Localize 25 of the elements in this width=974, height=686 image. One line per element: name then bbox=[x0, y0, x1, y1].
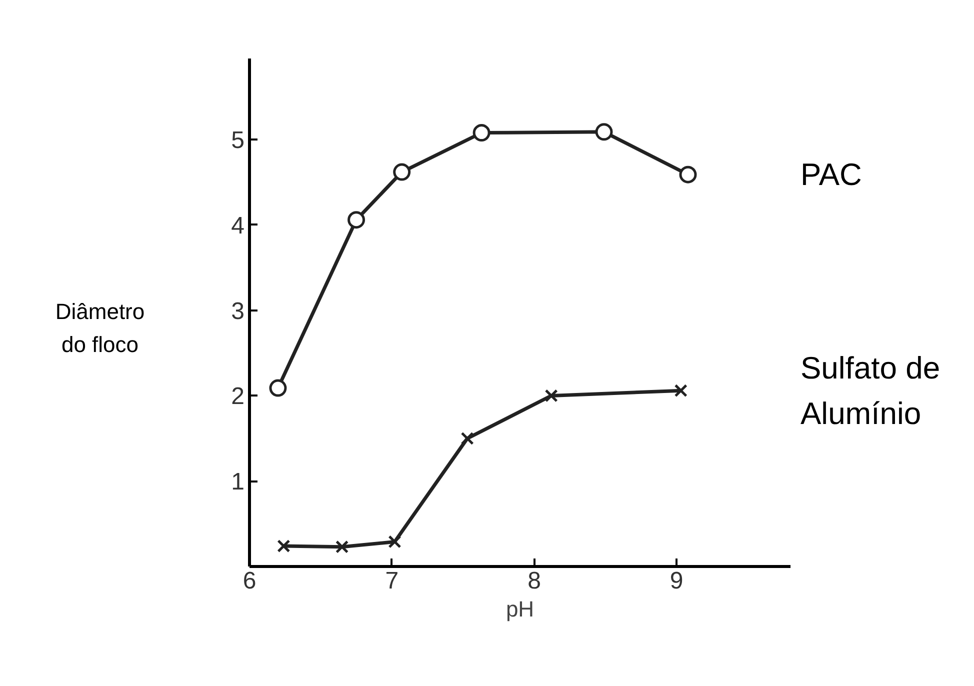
point bbox=[679, 166, 697, 184]
x-tick-label: 7 bbox=[385, 568, 399, 594]
point bbox=[674, 384, 688, 398]
x-axis-title: pH bbox=[506, 596, 534, 622]
point bbox=[388, 535, 402, 548]
text: Sulfato de Alumínio bbox=[800, 350, 940, 431]
point bbox=[269, 379, 287, 397]
point bbox=[335, 540, 349, 554]
point bbox=[460, 432, 474, 445]
y-axis-title: Diâmetro do floco bbox=[55, 298, 145, 359]
x-tick-label: 8 bbox=[528, 568, 541, 594]
point bbox=[595, 123, 613, 141]
y-tick-label: 3 bbox=[231, 298, 245, 325]
point bbox=[277, 539, 290, 553]
text: PAC bbox=[800, 157, 862, 192]
point bbox=[544, 389, 558, 402]
point bbox=[348, 211, 366, 229]
y-tick-label: 2 bbox=[231, 383, 245, 410]
y-tick-label: 4 bbox=[231, 212, 245, 240]
x-tick-label: 6 bbox=[242, 568, 256, 594]
point bbox=[472, 124, 490, 142]
y-tick-label: 5 bbox=[231, 127, 245, 154]
y-tick-label: 1 bbox=[231, 468, 245, 496]
point bbox=[393, 163, 411, 181]
x-tick-label: 9 bbox=[670, 568, 684, 594]
